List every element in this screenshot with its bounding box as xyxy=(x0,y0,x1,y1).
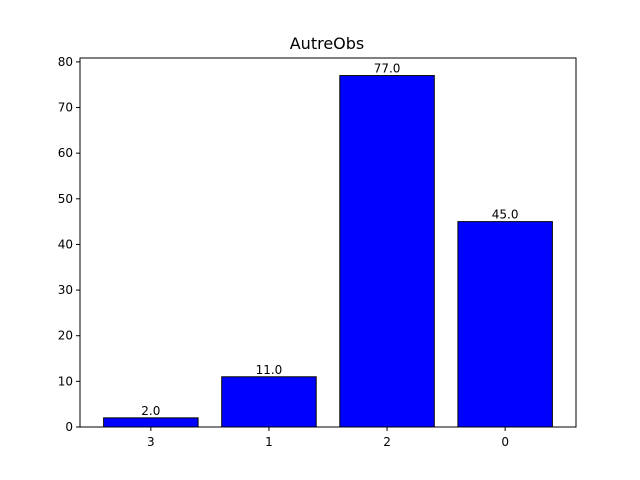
bar-value-label: 2.0 xyxy=(141,404,160,418)
x-tick-label: 0 xyxy=(501,435,509,449)
chart-title: AutreObs xyxy=(290,34,365,53)
bar-value-label: 11.0 xyxy=(256,363,283,377)
x-tick-label: 2 xyxy=(383,435,391,449)
bar-value-label: 77.0 xyxy=(374,62,401,76)
plot-area-frame xyxy=(79,57,577,428)
bar-value-label: 45.0 xyxy=(492,208,519,222)
bar-2 xyxy=(339,75,435,428)
bars-group xyxy=(103,75,553,428)
x-tick-label: 1 xyxy=(265,435,273,449)
y-tick-label: 20 xyxy=(58,329,73,343)
bar-0 xyxy=(457,221,553,428)
bar-labels-group: 2.0 11.0 77.0 45.0 xyxy=(141,62,518,418)
y-tick-label: 10 xyxy=(58,374,73,388)
bar-3 xyxy=(103,417,199,428)
y-tick-label: 80 xyxy=(58,55,73,69)
y-tick-label: 0 xyxy=(65,420,73,434)
y-tick-label: 70 xyxy=(58,101,73,115)
y-tick-label: 60 xyxy=(58,146,73,160)
x-axis: 3 1 2 0 xyxy=(147,427,509,449)
x-tick-label: 3 xyxy=(147,435,155,449)
bar-1 xyxy=(221,376,317,428)
y-tick-label: 40 xyxy=(58,237,73,251)
y-tick-label: 50 xyxy=(58,192,73,206)
y-axis: 0 10 20 30 40 50 60 70 80 xyxy=(58,55,80,434)
y-tick-label: 30 xyxy=(58,283,73,297)
